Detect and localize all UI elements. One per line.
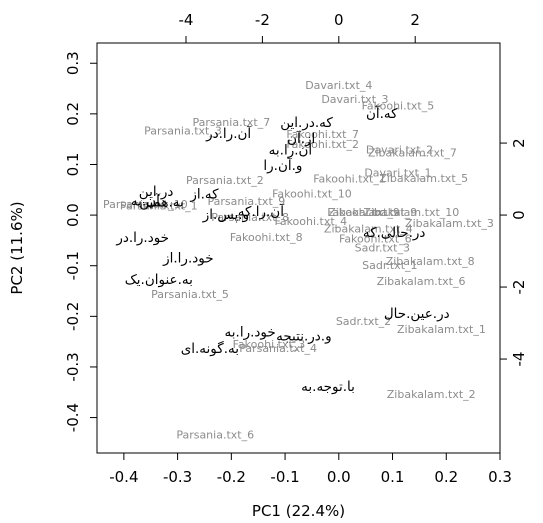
observation-label: Parsania.txt_10 (103, 198, 188, 211)
observation-label: Davari.txt_1 (364, 167, 431, 180)
observation-label: Fakoohi.txt_1 (313, 173, 386, 186)
variable-label: به.همین (139, 194, 184, 210)
observation-label: Parsania.txt_6 (176, 428, 254, 441)
observation-label: Sadr.txt_1 (362, 259, 417, 272)
variable-label: در.این (139, 184, 174, 200)
top-tick-label: -4 (179, 11, 194, 29)
x-tick-label: -0.2 (217, 468, 246, 486)
y-tick-label: 0.1 (64, 153, 82, 177)
top-tick-label: 2 (410, 11, 420, 29)
y-tick-label: -0.4 (64, 403, 82, 432)
right-tick-label: 2 (510, 138, 528, 148)
observation-label: Parsania.txt_2 (186, 174, 264, 187)
bottom-axis: -0.4 -0.3 -0.2 -0.1 0.0 0.1 0.2 0.3 (109, 453, 512, 486)
right-tick-label: -2 (510, 280, 528, 295)
y-tick-label: -0.3 (64, 352, 82, 381)
plot-area (96, 42, 501, 454)
top-axis: -4 -2 0 2 (179, 11, 420, 43)
observation-label: Fakoohi.txt_6 (339, 232, 412, 245)
variable-label: آن.را.در (205, 125, 252, 142)
top-tick-label: -2 (255, 11, 270, 29)
observation-label: Fakoohi.txt_10 (272, 187, 352, 200)
variable-label: و.در.نتیجه (276, 329, 332, 345)
observation-label: Zibakalam.txt_6 (377, 275, 466, 288)
variable-label: که.از (189, 186, 219, 202)
observation-label: Fakoohi.txt_7 (286, 128, 359, 141)
observation-label: Sadr.txt_2 (336, 315, 391, 328)
top-tick-label: 0 (334, 11, 344, 29)
right-tick-label: 0 (510, 210, 528, 220)
observation-label: Zibakalam.txt_4 (324, 222, 413, 235)
observation-label: Parsania.txt_9 (207, 195, 285, 208)
observation-label: Parsania.txt_7 (192, 116, 270, 129)
y-tick-label: 0.2 (64, 102, 82, 126)
observation-label: Davari.txt_2 (366, 143, 433, 156)
variable-label: از.آن (287, 130, 315, 147)
observation-label: Zibakalam.txt_9 (328, 206, 417, 219)
x-axis-title: PC1 (22.4%) (252, 502, 345, 520)
y-axis-title: PC2 (11.6%) (8, 201, 26, 294)
variable-label: خود.را.به (225, 325, 276, 341)
observation-label: Fakoohi.txt_4 (275, 215, 348, 228)
variable-label: خود.را.در (115, 230, 169, 246)
variable-label: که.در.این (280, 115, 333, 131)
observation-label: Zibakalam.txt_7 (368, 146, 457, 159)
left-axis: -0.4 -0.3 -0.2 -0.1 0.0 0.1 0.2 0.3 (64, 51, 97, 432)
observation-label: Zibakalam.txt_1 (397, 323, 486, 336)
variable-label: آن.را.که (238, 203, 285, 220)
observation-label: Parsania.txt_3 (144, 125, 222, 138)
observation-label: Fakoohi.txt_8 (230, 231, 303, 244)
x-tick-label: -0.3 (163, 468, 192, 486)
x-tick-label: -0.1 (270, 468, 299, 486)
observation-label: Fakoohi.txt_2 (286, 138, 359, 151)
variable-label: به.گونه.ای (181, 340, 239, 357)
variable-label: آن.را.به (269, 141, 314, 158)
x-tick-label: -0.4 (109, 468, 138, 486)
variable-label: با.توجه.به (301, 379, 355, 395)
observation-label: Zibakalam.txt_10 (363, 206, 459, 219)
variable-label: در.عین.حال (384, 306, 450, 322)
x-tick-label: 0.3 (488, 468, 512, 486)
variable-label: در.حالی.که (363, 225, 426, 241)
observation-label: Zibakalam.txt_3 (405, 217, 494, 230)
y-tick-label: 0.0 (64, 203, 82, 227)
variable-label: که.آن (366, 105, 398, 122)
observation-label: Zibakalam.txt_2 (387, 388, 476, 401)
variable-label: خود.را.از (162, 251, 213, 267)
observation-label: Zibakalam.txt_5 (379, 172, 468, 185)
observation-label: Parsania.txt_1 (120, 199, 198, 212)
x-tick-label: 0.2 (434, 468, 458, 486)
observation-label: Fakoohi.txt_9 (327, 206, 400, 219)
variable-label: و.پس.از (202, 207, 249, 223)
right-axis: -4 -2 0 2 (500, 138, 528, 367)
variable-label: به.عنوان.یک (125, 272, 193, 288)
y-tick-label: -0.1 (64, 251, 82, 280)
observation-label: Parsania.txt_4 (239, 342, 317, 355)
observation-label: Fakoohi.txt_3 (233, 338, 306, 351)
observation-label: Fakoohi.txt_5 (362, 99, 435, 112)
x-tick-label: 0.0 (327, 468, 351, 486)
variable-label: آن.به (131, 192, 161, 209)
observation-label: Davari.txt_3 (321, 93, 388, 106)
variable-label: و.آن.را (263, 157, 302, 174)
observation-label: Davari.txt_4 (305, 79, 372, 92)
variable-labels: که.آن که.در.این آن.را.در از.آنآن.را.بهو.آن.… (115, 105, 449, 395)
y-tick-label: -0.2 (64, 302, 82, 331)
observation-label: Parsania.txt_8 (211, 211, 289, 224)
x-tick-label: 0.1 (381, 468, 405, 486)
y-tick-label: 0.3 (64, 51, 82, 75)
right-tick-label: -4 (510, 352, 528, 367)
observation-label: Sadr.txt_3 (355, 242, 410, 255)
observation-label: Parsania.txt_5 (151, 288, 229, 301)
observation-label: Zibakalam.txt_8 (386, 255, 475, 268)
